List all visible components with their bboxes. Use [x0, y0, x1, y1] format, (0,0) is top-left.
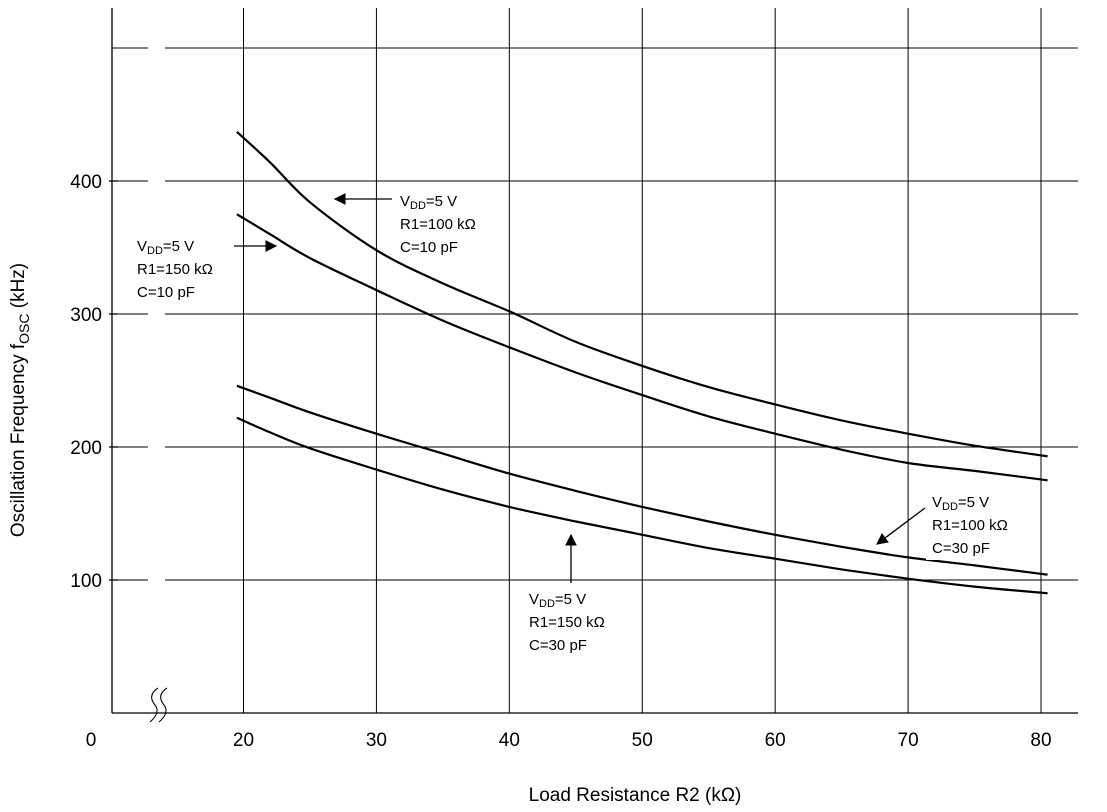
curve-series-3	[236, 384, 1048, 576]
curve-series-2	[236, 213, 1048, 482]
x-tick-label-20: 20	[233, 730, 254, 751]
ann4-c: C=30 pF	[529, 637, 587, 654]
annotation-arrow-c30-r100	[876, 507, 926, 545]
annotation-c10-r100: VDD=5 V R1=100 kΩ C=10 pF	[333, 193, 476, 256]
ann4-sub: DD	[539, 598, 555, 610]
x-axis-title: Load Resistance R2 (kΩ)	[529, 785, 742, 806]
ann4-r1: R1=150 kΩ	[529, 614, 605, 631]
annotation-c30-r150: VDD=5 V R1=150 kΩ C=30 pF	[526, 533, 622, 654]
x-tick-label-80: 80	[1030, 730, 1051, 751]
origin-label: 0	[86, 730, 97, 751]
svg-text:VDD=5 V: VDD=5 V	[137, 238, 194, 257]
plot-frame	[109, 8, 1078, 714]
ann1-sub: DD	[410, 200, 426, 212]
ann4-v: V	[529, 591, 539, 608]
y-tick-label-400: 400	[70, 172, 102, 193]
ann3-r1: R1=100 kΩ	[932, 517, 1008, 534]
y-tick-label-100: 100	[70, 571, 102, 592]
y-axis-title: Oscillation Frequency fOSC (kHz)	[8, 263, 32, 537]
ann2-c: C=10 pF	[137, 284, 195, 301]
x-tick-labels: 20 30 40 50 60 70 80	[233, 730, 1052, 751]
ann3-v: V	[932, 494, 942, 511]
ann2-sub: DD	[147, 245, 163, 257]
ann1-v: V	[400, 193, 410, 210]
ann1-r1: R1=100 kΩ	[400, 216, 476, 233]
x-tick-label-60: 60	[765, 730, 786, 751]
grid-lines	[112, 8, 1078, 713]
x-tick-label-50: 50	[632, 730, 653, 751]
ann2-r1: R1=150 kΩ	[137, 261, 213, 278]
annotation-c30-r100: VDD=5 V R1=100 kΩ C=30 pF	[876, 486, 1028, 560]
x-tick-label-40: 40	[499, 730, 520, 751]
ann2-tail: =5 V	[163, 238, 194, 255]
svg-text:VDD=5 V: VDD=5 V	[529, 591, 586, 610]
ann3-sub: DD	[942, 501, 958, 513]
ann1-c: C=10 pF	[400, 239, 458, 256]
y-axis-title-main: Oscillation Frequency f	[8, 343, 29, 537]
ann2-v: V	[137, 238, 147, 255]
curve-series-4	[236, 416, 1048, 595]
curves	[236, 130, 1048, 595]
curve-series-1	[236, 130, 1048, 458]
svg-text:VDD=5 V: VDD=5 V	[400, 193, 457, 212]
axis-break-stroke-right	[158, 687, 168, 723]
y-tick-labels: 100 200 300 400	[70, 172, 102, 592]
y-tick-label-300: 300	[70, 305, 102, 326]
svg-text:VDD=5 V: VDD=5 V	[932, 494, 989, 513]
axis-break-stroke-left	[149, 687, 159, 723]
y-tick-label-200: 200	[70, 438, 102, 459]
ann3-c: C=30 pF	[932, 540, 990, 557]
axis-break-gap	[148, 12, 165, 697]
x-tick-label-70: 70	[898, 730, 919, 751]
annotation-c10-r150: VDD=5 V R1=150 kΩ C=10 pF	[137, 238, 278, 301]
ann3-tail: =5 V	[958, 494, 989, 511]
axis-break-symbol	[148, 12, 168, 723]
ann1-tail: =5 V	[426, 193, 457, 210]
ann4-tail: =5 V	[555, 591, 586, 608]
x-tick-label-30: 30	[366, 730, 387, 751]
y-axis-title-sub: OSC	[16, 314, 32, 344]
y-axis-title-unit: (kHz)	[8, 263, 29, 314]
